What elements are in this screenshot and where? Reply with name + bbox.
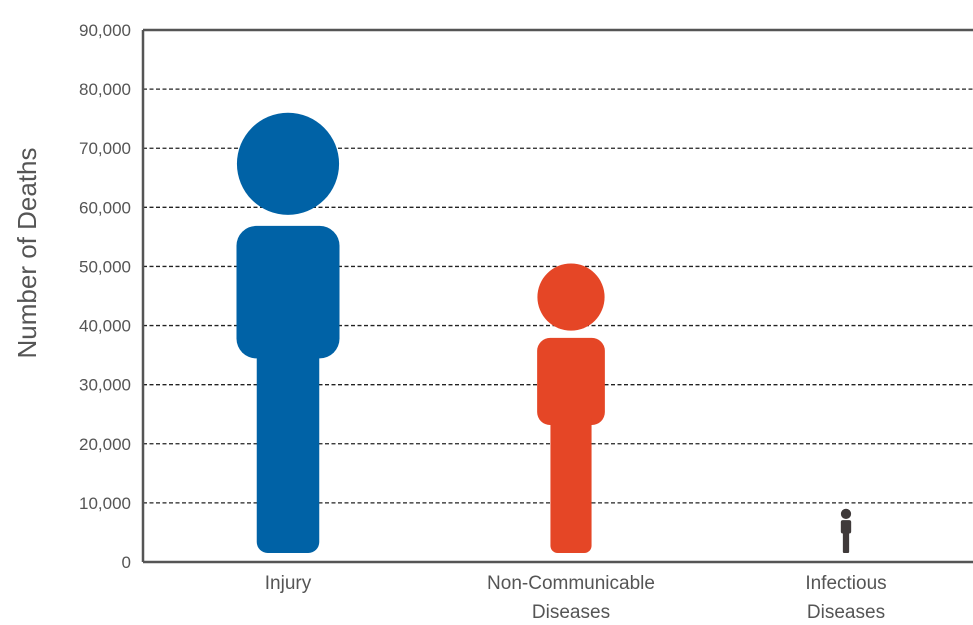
y-tick-label: 90,000: [79, 21, 131, 40]
person-icon-torso: [236, 225, 340, 359]
person-bar: [840, 508, 852, 553]
person-icon-torso: [840, 520, 852, 534]
person-bars: [236, 112, 852, 553]
y-tick-label: 10,000: [79, 494, 131, 513]
person-icon-head: [236, 112, 340, 215]
y-tick-label: 40,000: [79, 317, 131, 336]
category-label: Injury: [265, 573, 312, 594]
y-tick-label: 30,000: [79, 376, 131, 395]
category-labels: Injury Non-Communicable Diseases Infectious…: [265, 573, 887, 623]
y-tick-labels: 0 10,000 20,000 30,000 40,000 50,000 60,000 70,…: [79, 21, 131, 572]
person-icon-legs: [842, 531, 850, 553]
person-icon-legs: [256, 336, 320, 553]
y-tick-label: 70,000: [79, 139, 131, 158]
y-axis-title: Number of Deaths: [12, 148, 42, 359]
person-icon-torso: [537, 337, 605, 426]
category-label: Diseases: [807, 602, 885, 623]
person-bar: [537, 263, 605, 553]
y-tick-label: 60,000: [79, 198, 131, 217]
y-tick-label: 0: [122, 553, 131, 572]
person-bar: [236, 112, 340, 553]
person-icon-head: [840, 508, 852, 520]
person-icon-head: [537, 263, 605, 331]
person-icon-legs: [550, 410, 592, 553]
category-label: Infectious: [805, 573, 886, 594]
plot-frame: [141, 28, 973, 564]
y-tick-label: 80,000: [79, 80, 131, 99]
category-label: Non-Communicable: [487, 573, 655, 594]
y-tick-label: 50,000: [79, 257, 131, 276]
y-tick-label: 20,000: [79, 435, 131, 454]
category-label: Diseases: [532, 602, 610, 623]
